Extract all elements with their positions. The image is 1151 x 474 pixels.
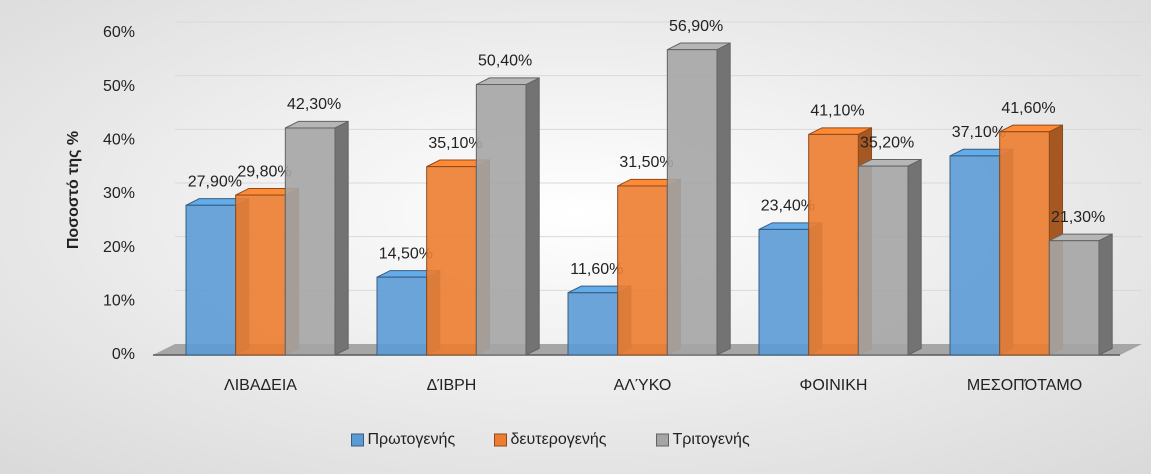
data-label: 11,60%	[570, 261, 623, 278]
y-tick-label: 20%	[103, 239, 135, 256]
bar-group	[857, 158, 922, 356]
y-axis-label: Ποσοστό της %	[65, 131, 82, 249]
data-label: 35,20%	[860, 134, 914, 151]
y-tick-label: 40%	[103, 132, 135, 149]
bar-side	[716, 42, 731, 356]
x-tick-label: ΔΊΒΡΗ	[427, 377, 477, 394]
data-label: 31,50%	[619, 154, 673, 171]
y-tick-label: 30%	[103, 185, 135, 202]
bar	[567, 292, 619, 356]
bar	[185, 204, 237, 356]
x-tick-label: ΜΕΣΟΠΌΤΑΜΟ	[967, 377, 1082, 394]
data-label: 37,10%	[952, 124, 1006, 141]
bar	[857, 165, 909, 356]
data-label: 29,80%	[237, 163, 291, 180]
bar	[758, 228, 810, 356]
bar	[808, 133, 859, 356]
x-tick-label: ΦΟΙΝΙΚΗ	[800, 377, 868, 394]
bar-group	[284, 120, 349, 356]
bar	[235, 194, 286, 356]
bar	[949, 155, 1001, 356]
x-tick-label: ΛΙΒΑΔΕΙΑ	[224, 377, 297, 394]
bar	[999, 131, 1050, 356]
bar-group	[1048, 233, 1113, 356]
data-label: 27,90%	[188, 173, 242, 190]
data-label: 21,30%	[1051, 209, 1105, 226]
legend-swatch	[656, 433, 669, 447]
legend-swatch	[494, 433, 507, 447]
bar	[617, 185, 668, 356]
bar-side	[334, 120, 349, 356]
bar-side	[525, 77, 540, 356]
data-label: 42,30%	[287, 96, 341, 113]
bar-group	[666, 42, 731, 356]
legend-swatch	[351, 433, 364, 447]
bar	[475, 84, 527, 356]
bar-side	[1098, 233, 1113, 356]
bar	[376, 276, 428, 356]
legend-label: Τριτογενής	[673, 431, 750, 448]
bar	[284, 127, 336, 356]
bar	[1048, 240, 1100, 356]
y-tick-label: 50%	[103, 78, 135, 95]
data-label: 56,90%	[669, 18, 723, 35]
bar	[666, 49, 718, 356]
data-label: 35,10%	[428, 135, 482, 152]
bar	[426, 166, 477, 356]
bar-side	[907, 158, 922, 356]
y-tick-label: 60%	[103, 24, 135, 41]
legend-label: δευτερογενής	[511, 431, 607, 448]
legend-label: Πρωτογενής	[368, 431, 456, 448]
x-tick-label: ΑΛΎΚΟ	[614, 377, 672, 394]
y-tick-label: 10%	[103, 293, 135, 310]
data-label: 14,50%	[379, 245, 433, 262]
bar-group	[475, 77, 540, 356]
data-label: 41,10%	[810, 103, 864, 120]
data-label: 41,60%	[1001, 100, 1055, 117]
data-label: 50,40%	[478, 53, 532, 70]
y-tick-label: 0%	[112, 346, 135, 363]
data-label: 23,40%	[761, 198, 815, 215]
